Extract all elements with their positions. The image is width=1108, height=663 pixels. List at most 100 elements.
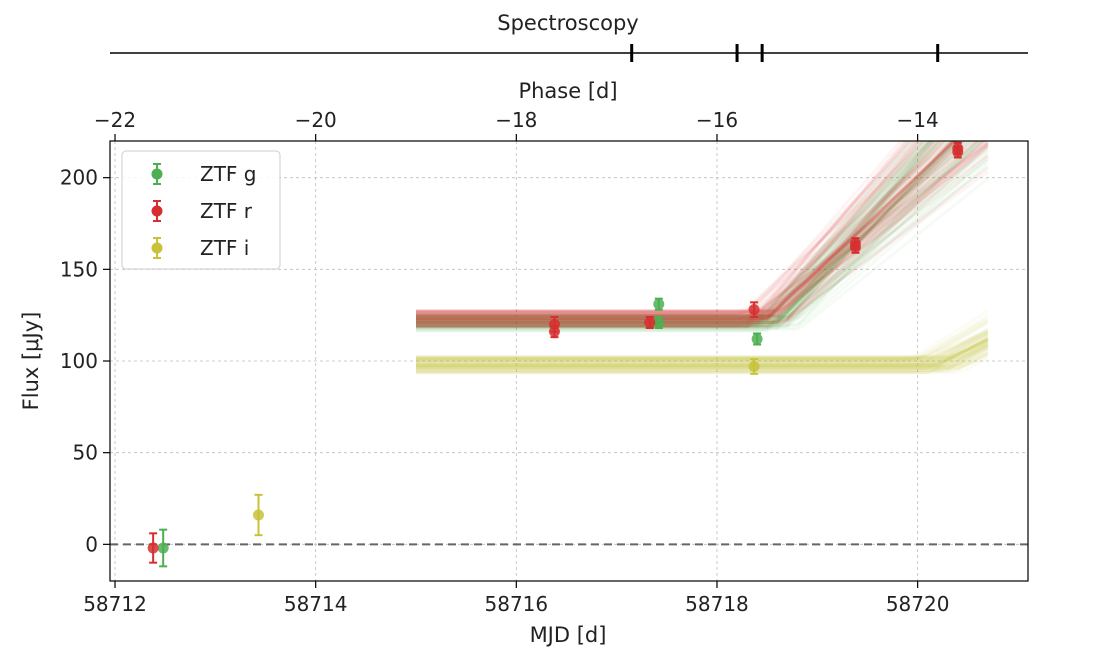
model-sample bbox=[416, 339, 989, 360]
legend-marker bbox=[151, 168, 163, 180]
model-sample bbox=[416, 141, 973, 320]
model-sample bbox=[416, 344, 989, 374]
model-sample bbox=[416, 340, 989, 369]
model-sample bbox=[416, 350, 989, 370]
model-sample bbox=[416, 141, 960, 313]
spectroscopy-ticks bbox=[630, 44, 940, 62]
model-sample bbox=[416, 351, 989, 371]
model-sample bbox=[416, 141, 952, 316]
model-sample bbox=[416, 343, 989, 363]
model-sample bbox=[416, 141, 921, 316]
model-median bbox=[416, 141, 957, 321]
phase-tick-label: −22 bbox=[94, 108, 136, 132]
legend-label: ZTF i bbox=[200, 236, 249, 260]
model-sample bbox=[416, 141, 983, 319]
model-sample bbox=[416, 141, 955, 324]
model-sample bbox=[416, 166, 989, 323]
model-sample bbox=[416, 141, 913, 325]
model-sample bbox=[416, 141, 958, 318]
legend-marker bbox=[151, 205, 163, 217]
model-sample bbox=[416, 141, 965, 326]
model-sample bbox=[416, 141, 972, 325]
x-tick-label: 58720 bbox=[886, 592, 950, 616]
y-axis-title: Flux [μJy] bbox=[19, 312, 43, 411]
model-sample bbox=[416, 141, 910, 316]
model-sample bbox=[416, 141, 935, 319]
model-sample bbox=[416, 354, 989, 373]
model-sample bbox=[416, 156, 989, 328]
legend: ZTF g ZTF r ZTF i bbox=[121, 150, 281, 270]
legend-entry: ZTF i bbox=[151, 236, 249, 260]
model-sample bbox=[416, 141, 931, 325]
model-sample bbox=[416, 141, 984, 326]
model-sample bbox=[416, 330, 989, 365]
model-sample bbox=[416, 141, 933, 329]
series-points bbox=[147, 141, 964, 564]
model-sample bbox=[416, 338, 989, 369]
model-sample bbox=[416, 141, 935, 314]
model-sample bbox=[416, 141, 975, 319]
model-sample bbox=[416, 327, 989, 359]
model-sample bbox=[416, 177, 989, 331]
model-sample bbox=[416, 141, 925, 328]
model-median bbox=[416, 337, 989, 367]
model-sample bbox=[416, 141, 913, 328]
data-point bbox=[653, 317, 665, 328]
data-point bbox=[849, 241, 861, 253]
model-sample bbox=[416, 141, 929, 327]
x-tick-label: 58718 bbox=[685, 592, 749, 616]
data-point bbox=[653, 298, 665, 310]
model-sample bbox=[416, 141, 946, 316]
model-bundle bbox=[416, 141, 989, 333]
model-sample bbox=[416, 141, 923, 318]
model-sample bbox=[416, 142, 989, 325]
series-points bbox=[157, 297, 763, 568]
model-sample bbox=[416, 322, 989, 362]
model-sample bbox=[416, 344, 989, 370]
model-sample bbox=[416, 341, 989, 363]
x-tick-label: 58714 bbox=[284, 592, 348, 616]
data-point bbox=[748, 361, 760, 372]
model-bundle bbox=[416, 309, 989, 375]
data-point bbox=[157, 542, 169, 554]
model-sample bbox=[416, 158, 989, 318]
model-sample bbox=[416, 146, 989, 326]
model-sample bbox=[416, 141, 975, 322]
model-sample bbox=[416, 346, 989, 368]
model-sample bbox=[416, 339, 989, 360]
y-tick-label: 100 bbox=[60, 349, 98, 373]
model-sample bbox=[416, 141, 942, 319]
data-points bbox=[147, 141, 964, 568]
model-sample bbox=[416, 340, 989, 375]
model-sample bbox=[416, 336, 989, 360]
model-sample bbox=[416, 141, 967, 330]
model-curves bbox=[416, 141, 989, 375]
model-sample bbox=[416, 143, 989, 328]
model-sample bbox=[416, 141, 989, 325]
model-sample bbox=[416, 141, 931, 317]
model-sample bbox=[416, 141, 954, 330]
model-sample bbox=[416, 330, 989, 363]
model-sample bbox=[416, 338, 989, 358]
data-point bbox=[751, 333, 763, 345]
model-sample bbox=[416, 141, 948, 319]
y-tick-label: 50 bbox=[73, 441, 98, 465]
model-sample bbox=[416, 141, 974, 326]
model-sample bbox=[416, 141, 928, 328]
model-sample bbox=[416, 141, 963, 322]
model-sample bbox=[416, 329, 989, 361]
x-tick-label: 58716 bbox=[485, 592, 549, 616]
model-sample bbox=[416, 141, 926, 323]
model-sample bbox=[416, 342, 989, 363]
model-sample bbox=[416, 141, 921, 313]
model-sample bbox=[416, 141, 955, 318]
model-sample bbox=[416, 141, 953, 321]
data-point bbox=[548, 326, 560, 338]
data-point bbox=[748, 304, 760, 316]
model-sample bbox=[416, 141, 982, 329]
model-sample bbox=[416, 141, 955, 324]
model-sample bbox=[416, 141, 956, 325]
model-sample bbox=[416, 331, 989, 360]
model-sample bbox=[416, 141, 979, 329]
model-sample bbox=[416, 334, 989, 364]
